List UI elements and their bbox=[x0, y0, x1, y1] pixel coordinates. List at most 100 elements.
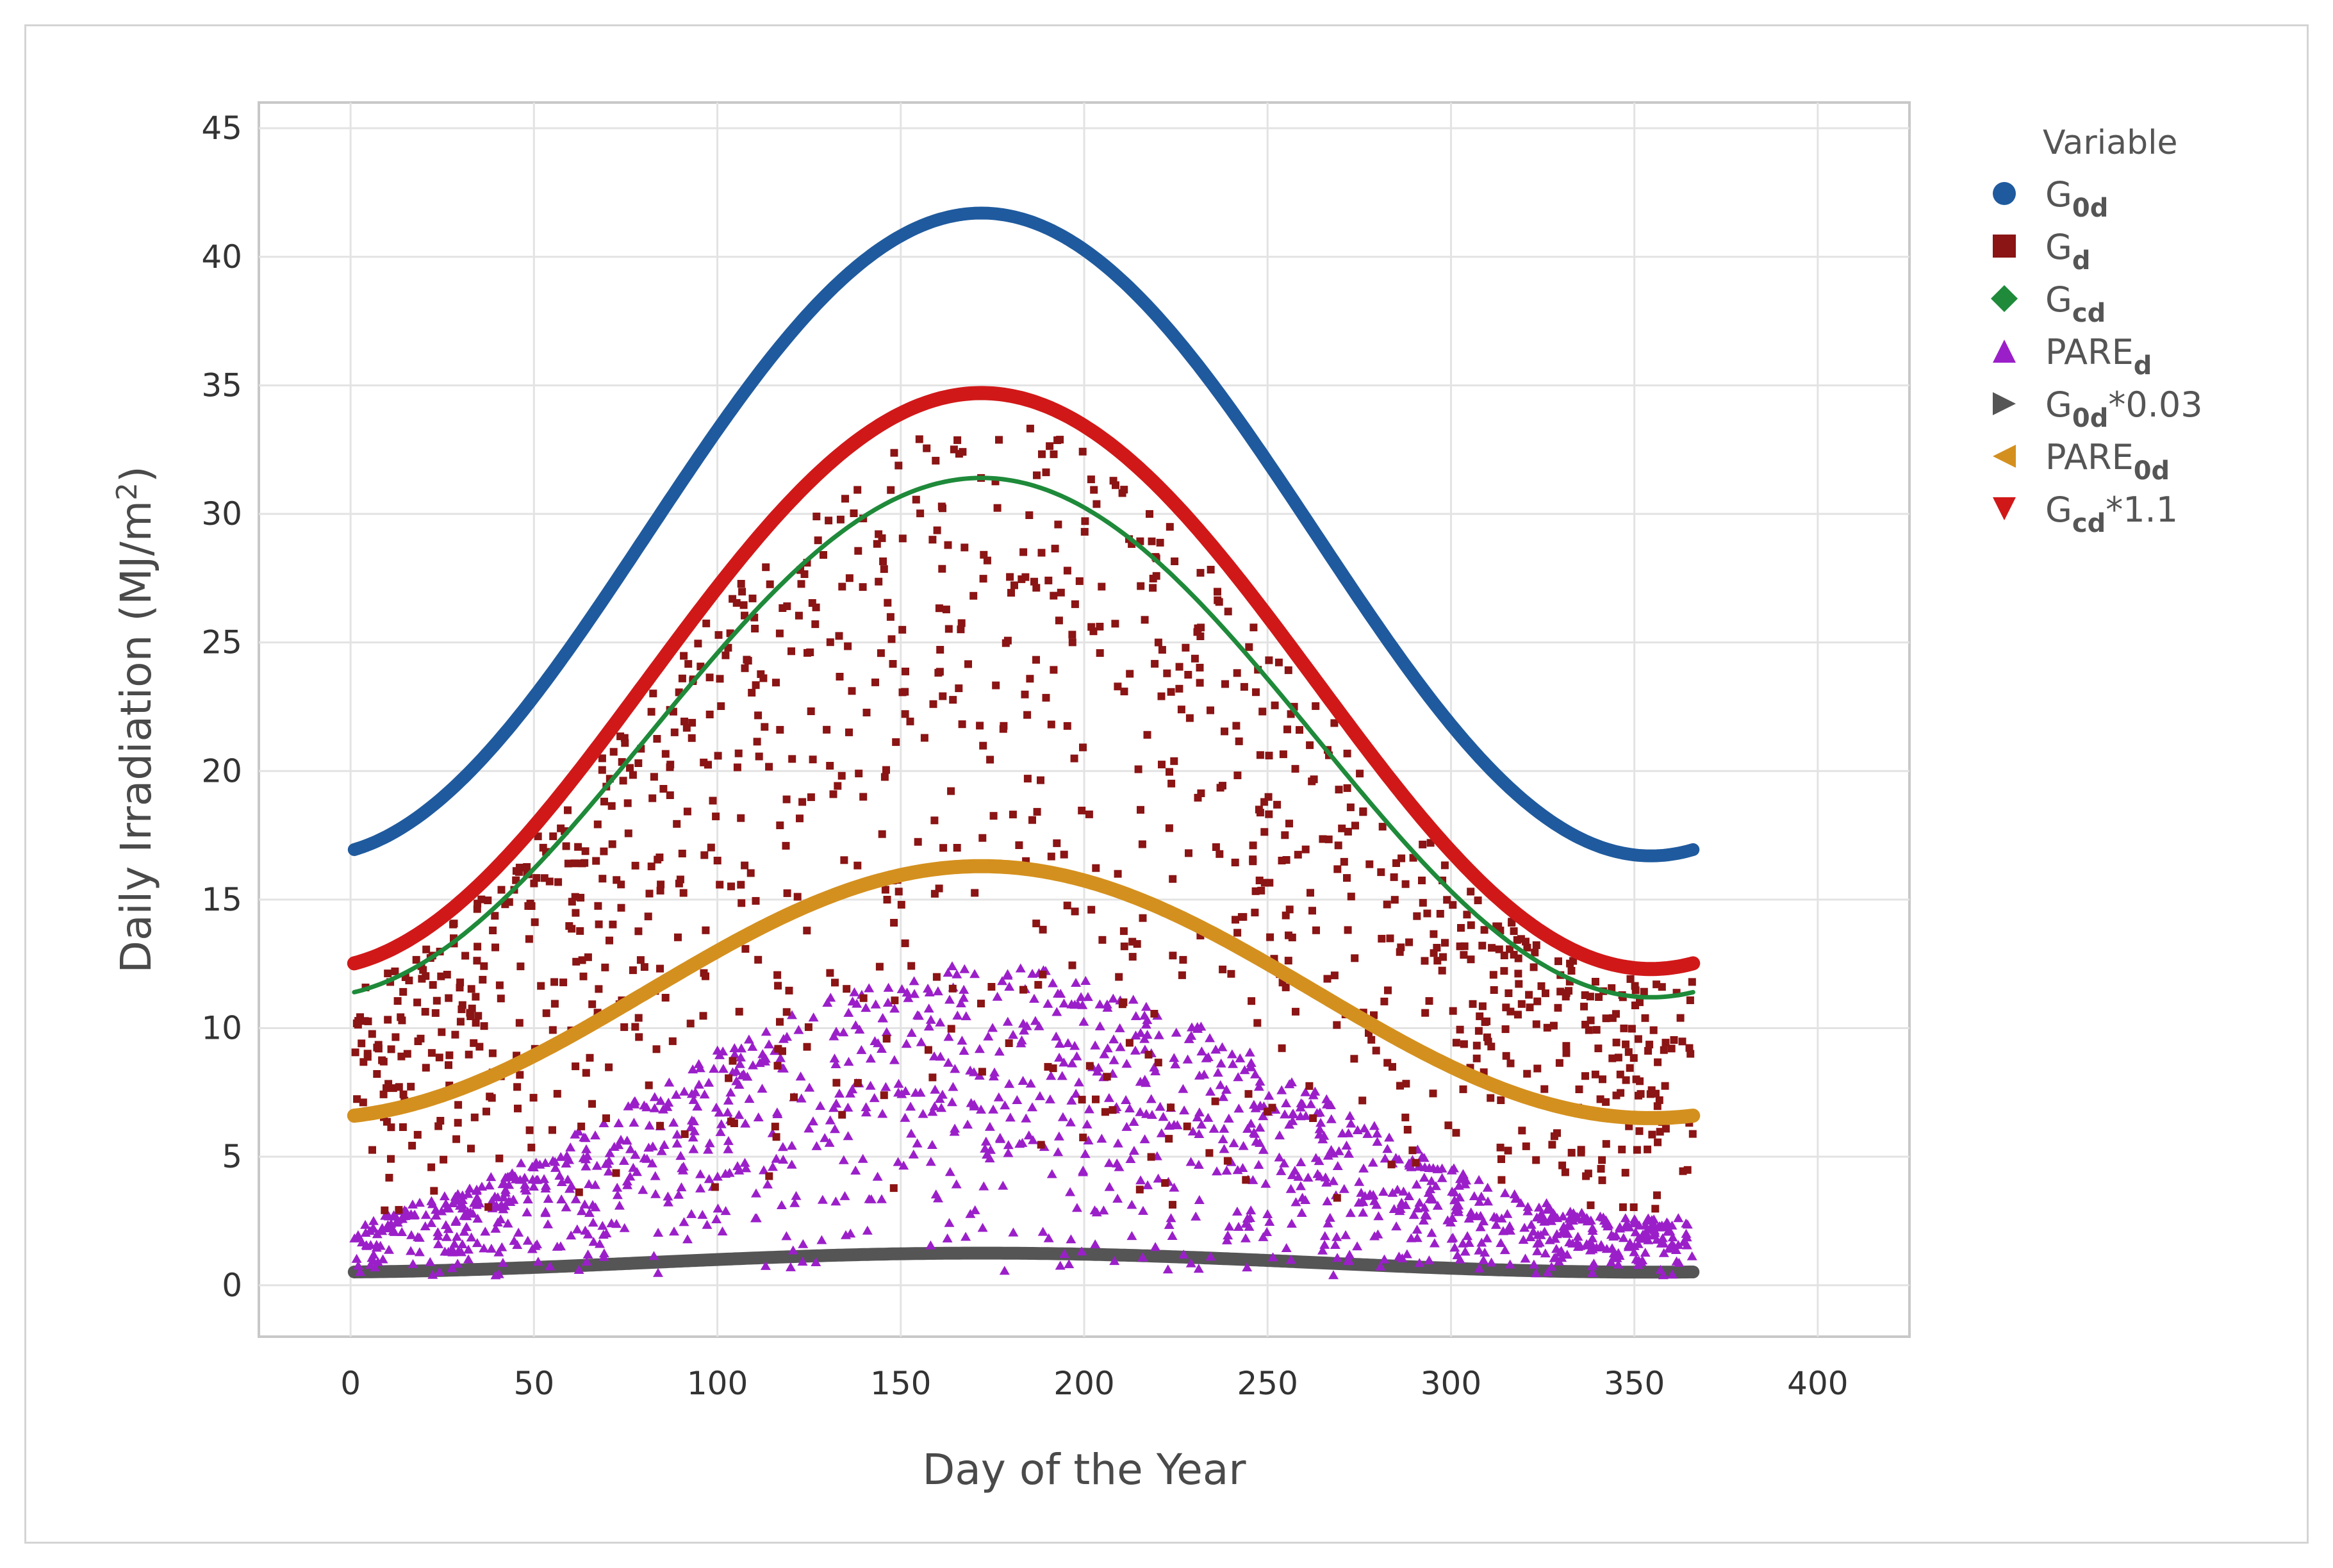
point-Gd bbox=[1532, 1156, 1540, 1164]
point-PAREd bbox=[1333, 1146, 1344, 1155]
point-Gd bbox=[1033, 807, 1041, 816]
point-Gd bbox=[354, 1021, 362, 1029]
point-Gd bbox=[700, 851, 709, 859]
point-Gd bbox=[674, 933, 682, 941]
point-PAREd bbox=[1372, 1137, 1383, 1146]
point-PAREd bbox=[1135, 1028, 1146, 1037]
point-PAREd bbox=[704, 1077, 714, 1087]
point-Gd bbox=[804, 1023, 812, 1031]
point-PAREd bbox=[927, 1107, 938, 1116]
point-Gd bbox=[1051, 545, 1059, 553]
legend-label: Gd bbox=[2045, 227, 2091, 276]
point-Gd bbox=[491, 912, 499, 920]
point-Gd bbox=[730, 1119, 738, 1127]
point-Gd bbox=[1478, 1002, 1487, 1011]
point-PAREd bbox=[734, 1110, 745, 1119]
point-PAREd bbox=[1065, 1187, 1076, 1196]
point-Gd bbox=[924, 1046, 932, 1054]
point-PAREd bbox=[804, 1123, 814, 1133]
point-Gd bbox=[379, 1090, 388, 1098]
point-Gd bbox=[1602, 1140, 1610, 1148]
point-Gd bbox=[754, 955, 763, 964]
point-PAREd bbox=[744, 1094, 755, 1103]
svg-text:Daily Irradiation (MJ/m2): Daily Irradiation (MJ/m2) bbox=[111, 466, 161, 973]
point-Gd bbox=[1152, 572, 1160, 580]
point-PAREd bbox=[1667, 1220, 1678, 1230]
point-PAREd bbox=[389, 1226, 400, 1236]
point-Gd bbox=[1418, 877, 1426, 884]
point-PAREd bbox=[656, 1146, 667, 1155]
point-PAREd bbox=[1372, 1128, 1383, 1138]
point-PAREd bbox=[760, 1260, 771, 1270]
point-Gd bbox=[845, 574, 853, 582]
point-Gd bbox=[1219, 965, 1227, 973]
series-PAREd bbox=[349, 961, 1697, 1280]
point-PAREd bbox=[502, 1218, 513, 1228]
point-PAREd bbox=[686, 1115, 697, 1125]
point-PAREd bbox=[872, 1171, 883, 1181]
point-Gd bbox=[949, 696, 957, 704]
point-Gd bbox=[678, 850, 686, 857]
point-PAREd bbox=[579, 1199, 590, 1209]
point-PAREd bbox=[1326, 1114, 1337, 1123]
point-PAREd bbox=[820, 1133, 830, 1143]
legend-marker-square bbox=[1993, 235, 2016, 258]
point-Gd bbox=[1191, 654, 1199, 663]
point-Gd bbox=[1179, 955, 1187, 964]
y-axis-title: Daily Irradiation (MJ/m2) bbox=[111, 466, 161, 973]
point-Gd bbox=[1309, 1114, 1317, 1122]
point-PAREd bbox=[944, 1167, 955, 1176]
point-Gd bbox=[397, 1052, 406, 1060]
point-Gd bbox=[836, 515, 845, 524]
point-Gd bbox=[834, 782, 842, 790]
point-Gd bbox=[814, 536, 822, 545]
legend-label-sub: cd bbox=[2072, 299, 2106, 328]
point-PAREd bbox=[943, 1057, 953, 1067]
point-PAREd bbox=[1323, 1218, 1333, 1228]
point-Gd bbox=[882, 1035, 891, 1043]
point-PAREd bbox=[1059, 998, 1069, 1008]
point-Gd bbox=[668, 1037, 677, 1045]
point-PAREd bbox=[1287, 1116, 1298, 1125]
point-Gd bbox=[933, 526, 941, 534]
point-Gd bbox=[1387, 1160, 1396, 1169]
point-PAREd bbox=[804, 1082, 815, 1092]
point-PAREd bbox=[663, 1197, 673, 1207]
point-PAREd bbox=[1380, 1153, 1390, 1163]
point-PAREd bbox=[723, 1144, 734, 1153]
point-PAREd bbox=[1146, 1094, 1157, 1103]
point-Gd bbox=[812, 513, 821, 520]
point-Gd bbox=[598, 766, 606, 774]
point-Gd bbox=[859, 994, 868, 1002]
point-PAREd bbox=[1217, 1042, 1228, 1052]
point-Gd bbox=[1384, 986, 1392, 994]
point-PAREd bbox=[529, 1182, 539, 1191]
point-Gd bbox=[405, 977, 413, 985]
point-Gd bbox=[1661, 1039, 1670, 1047]
point-PAREd bbox=[1078, 1166, 1089, 1175]
point-Gd bbox=[1592, 1026, 1601, 1034]
point-PAREd bbox=[486, 1243, 497, 1253]
point-PAREd bbox=[1021, 1113, 1032, 1123]
point-PAREd bbox=[1426, 1176, 1437, 1185]
point-Gd bbox=[987, 983, 996, 991]
point-Gd bbox=[1403, 1126, 1412, 1134]
point-PAREd bbox=[841, 1230, 851, 1239]
point-Gd bbox=[938, 565, 946, 573]
point-PAREd bbox=[1681, 1228, 1692, 1238]
point-PAREd bbox=[1528, 1259, 1539, 1269]
point-Gd bbox=[898, 534, 907, 543]
point-PAREd bbox=[1212, 1166, 1222, 1176]
point-Gd bbox=[1654, 1058, 1662, 1066]
point-PAREd bbox=[1012, 1095, 1023, 1104]
point-Gd bbox=[1285, 931, 1292, 939]
point-PAREd bbox=[1018, 1076, 1028, 1085]
point-Gd bbox=[993, 504, 1002, 512]
point-PAREd bbox=[1618, 1233, 1629, 1242]
point-PAREd bbox=[1280, 1109, 1290, 1119]
point-Gd bbox=[666, 763, 674, 772]
point-Gd bbox=[381, 1206, 389, 1214]
point-PAREd bbox=[1369, 1121, 1380, 1130]
point-PAREd bbox=[777, 1063, 787, 1073]
point-PAREd bbox=[830, 1124, 840, 1134]
